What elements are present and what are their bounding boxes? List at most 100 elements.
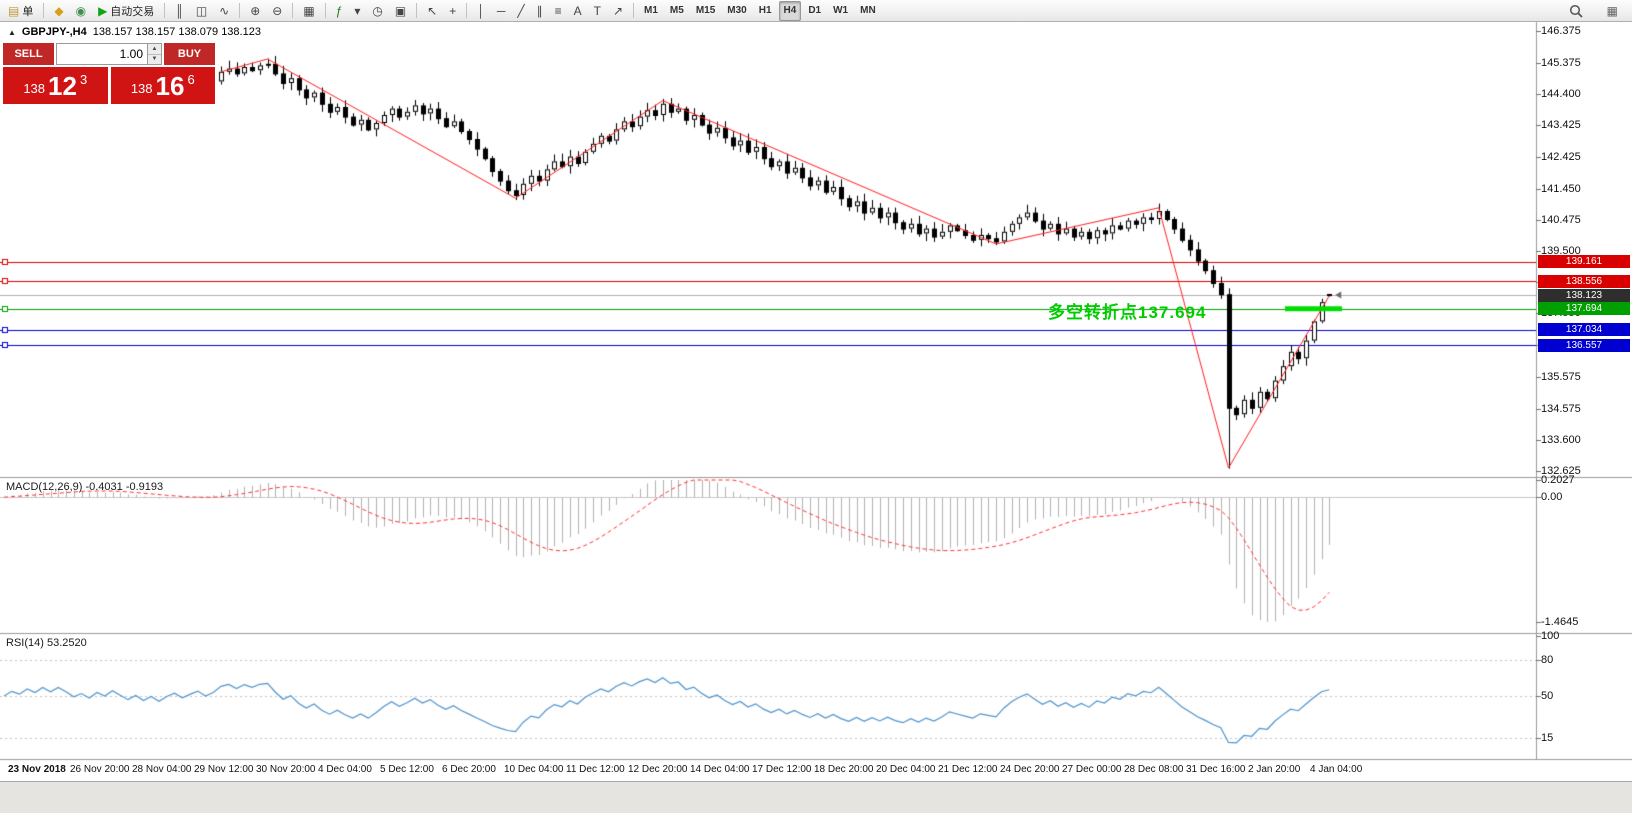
chevron-down-icon: ▾ bbox=[354, 3, 361, 18]
quotes-icon: ◉ bbox=[75, 3, 87, 18]
vertical-line-button[interactable]: │ bbox=[472, 1, 490, 21]
toolbar: ▤ 单 ◆ ◉ ▶ 自动交易 ║ ◫ ∿ ⊕ ⊖ ▦ ƒ ▾ ◷ ▣ ↖ + │ ─ ╱ ∥ ≡ A T ↗ M1 M5 M15 M30 H… bbox=[0, 0, 1632, 22]
templates-button[interactable]: ▣ bbox=[390, 1, 411, 21]
text-button[interactable]: A bbox=[569, 1, 587, 21]
toolbar-right: ▦ bbox=[1563, 2, 1624, 20]
bid-big-digits: 12 bbox=[48, 70, 77, 101]
trendline-icon: ╱ bbox=[517, 3, 525, 18]
bid-prefix: 138 bbox=[23, 81, 46, 96]
zoom-out-button[interactable]: ⊖ bbox=[267, 1, 287, 21]
rsi-indicator-label: RSI(14) 53.2520 bbox=[6, 637, 87, 649]
tf-w1-button-label: W1 bbox=[833, 5, 849, 16]
zoom-in-button[interactable]: ⊕ bbox=[245, 1, 265, 21]
tf-m1-button[interactable]: M1 bbox=[639, 1, 663, 21]
zoom-in-icon: ⊕ bbox=[250, 3, 261, 18]
fibonacci-icon: ≡ bbox=[554, 3, 562, 18]
toolbar-separator bbox=[292, 3, 294, 18]
text-icon: A bbox=[573, 3, 582, 18]
ask-sup-digit: 6 bbox=[187, 72, 195, 87]
chart-text-annotation[interactable]: 多空转折点137.694 bbox=[1048, 303, 1207, 322]
horizontal-line-button[interactable]: ─ bbox=[492, 1, 511, 21]
tf-m5-button[interactable]: M5 bbox=[665, 1, 689, 21]
new-order-button[interactable]: ▤ 单 bbox=[3, 1, 38, 21]
tf-m30-button[interactable]: M30 bbox=[722, 1, 751, 21]
toolbar-separator bbox=[239, 3, 241, 18]
arrows-button[interactable]: ↗ bbox=[608, 1, 628, 21]
ohlc-values: 138.157 138.157 138.079 138.123 bbox=[92, 26, 261, 38]
sell-button[interactable]: SELL bbox=[3, 43, 54, 65]
tf-m1-button-label: M1 bbox=[644, 5, 658, 16]
status-strip bbox=[0, 781, 1632, 813]
label-button[interactable]: T bbox=[589, 1, 606, 21]
lot-decrease-button[interactable]: ▼ bbox=[148, 54, 161, 64]
candlestick-chart-icon: ◫ bbox=[195, 3, 208, 18]
diamond-icon: ◆ bbox=[54, 3, 64, 18]
candlestick-chart-button[interactable]: ◫ bbox=[191, 1, 212, 21]
crosshair-button[interactable]: + bbox=[444, 1, 461, 21]
periods-button[interactable]: ◷ bbox=[367, 1, 387, 21]
arrow-icon: ↗ bbox=[612, 3, 623, 18]
autotrade-button[interactable]: ▶ 自动交易 bbox=[93, 1, 159, 21]
lot-size-field[interactable]: 1.00 ▲ ▼ bbox=[56, 43, 162, 65]
new-order-button-label: 单 bbox=[22, 5, 34, 18]
clock-icon: ◷ bbox=[372, 3, 383, 18]
toolbar-separator bbox=[43, 3, 45, 18]
windows-icon: ▦ bbox=[1606, 4, 1618, 18]
ask-big-digits: 16 bbox=[155, 70, 185, 101]
chart-info-line: ▲ GBPJPY-,H4 138.157 138.157 138.079 138… bbox=[8, 26, 261, 38]
new-order-icon: ▤ bbox=[8, 3, 20, 18]
indicators-icon: ƒ bbox=[335, 3, 343, 18]
indicators-button[interactable]: ƒ bbox=[331, 1, 348, 21]
vertical-line-icon: │ bbox=[477, 3, 485, 18]
market-watch-button[interactable]: ◉ bbox=[71, 1, 91, 21]
line-chart-icon: ∿ bbox=[219, 3, 230, 18]
bar-chart-button[interactable]: ║ bbox=[170, 1, 189, 21]
channel-icon: ∥ bbox=[536, 3, 543, 18]
symbol-timeframe-label: GBPJPY-,H4 bbox=[21, 26, 87, 38]
one-click-trading-panel: SELL 1.00 ▲ ▼ BUY 138 12 3 138 16 6 bbox=[3, 43, 215, 104]
zoom-out-icon: ⊖ bbox=[272, 3, 283, 18]
windows-button[interactable]: ▦ bbox=[1602, 1, 1623, 21]
indicators-dropdown-button[interactable]: ▾ bbox=[349, 1, 365, 21]
autotrade-button-label: 自动交易 bbox=[110, 5, 155, 18]
toolbar-separator bbox=[416, 3, 418, 18]
search-icon bbox=[1569, 4, 1583, 18]
tf-w1-button[interactable]: W1 bbox=[828, 1, 853, 21]
cursor-icon: ↖ bbox=[427, 3, 438, 18]
ask-prefix: 138 bbox=[130, 81, 153, 96]
tf-d1-button[interactable]: D1 bbox=[803, 1, 826, 21]
tf-m30-button-label: M30 bbox=[727, 5, 747, 16]
cursor-button[interactable]: ↖ bbox=[422, 1, 442, 21]
search-button[interactable] bbox=[1564, 1, 1588, 21]
tf-h1-button[interactable]: H1 bbox=[754, 1, 777, 21]
autotrade-play-icon: ▶ bbox=[98, 3, 108, 18]
channel-button[interactable]: ∥ bbox=[532, 1, 548, 21]
bar-chart-icon: ║ bbox=[175, 3, 184, 18]
crosshair-icon: + bbox=[449, 3, 457, 18]
buy-button[interactable]: BUY bbox=[164, 43, 215, 65]
horizontal-line-icon: ─ bbox=[496, 3, 506, 18]
tile-windows-button[interactable]: ▦ bbox=[298, 1, 319, 21]
toolbar-separator bbox=[633, 3, 634, 18]
lot-size-value[interactable]: 1.00 bbox=[119, 47, 143, 61]
toolbar-items: ▤ 单 ◆ ◉ ▶ 自动交易 ║ ◫ ∿ ⊕ ⊖ ▦ ƒ ▾ ◷ ▣ ↖ + │ ─ ╱ ∥ ≡ A T ↗ M1 M5 M15 M30 H… bbox=[2, 0, 882, 21]
lot-spinner: ▲ ▼ bbox=[147, 44, 161, 64]
ask-price-button[interactable]: 138 16 6 bbox=[110, 67, 215, 104]
bid-price-button[interactable]: 138 12 3 bbox=[3, 67, 108, 104]
profile-button[interactable]: ◆ bbox=[49, 1, 68, 21]
trendline-button[interactable]: ╱ bbox=[512, 1, 529, 21]
lot-increase-button[interactable]: ▲ bbox=[148, 44, 161, 55]
line-chart-button[interactable]: ∿ bbox=[214, 1, 234, 21]
tf-mn-button[interactable]: MN bbox=[855, 1, 881, 21]
fibonacci-button[interactable]: ≡ bbox=[550, 1, 567, 21]
tf-h4-button[interactable]: H4 bbox=[778, 0, 802, 21]
label-icon: T bbox=[593, 3, 601, 18]
oct-collapse-icon[interactable]: ▲ bbox=[8, 27, 16, 37]
templates-icon: ▣ bbox=[394, 3, 407, 18]
tf-h1-button-label: H1 bbox=[758, 5, 772, 16]
tf-m15-button[interactable]: M15 bbox=[691, 1, 720, 21]
macd-indicator-label: MACD(12,26,9) -0.4031 -0.9193 bbox=[6, 481, 164, 493]
tf-d1-button-label: D1 bbox=[808, 5, 822, 16]
